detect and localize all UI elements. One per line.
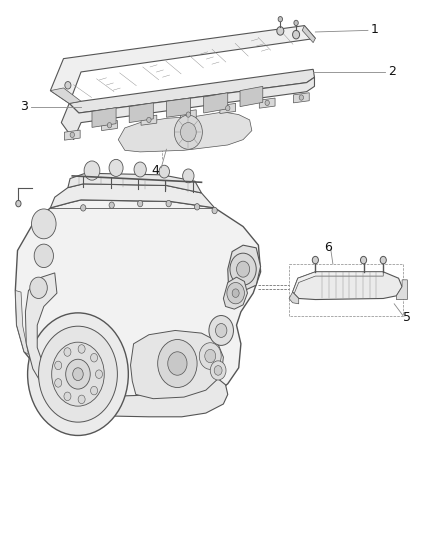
Circle shape <box>158 340 197 387</box>
Polygon shape <box>131 330 223 399</box>
Polygon shape <box>204 93 228 113</box>
Circle shape <box>166 200 171 207</box>
Text: 5: 5 <box>403 311 411 324</box>
Circle shape <box>277 27 284 35</box>
Circle shape <box>174 115 202 149</box>
Polygon shape <box>15 290 28 354</box>
Polygon shape <box>102 120 117 131</box>
Circle shape <box>34 244 53 268</box>
Circle shape <box>380 256 386 264</box>
Polygon shape <box>223 277 247 309</box>
Polygon shape <box>302 26 315 43</box>
Polygon shape <box>15 200 261 408</box>
Polygon shape <box>240 86 263 107</box>
Polygon shape <box>50 26 315 103</box>
Polygon shape <box>118 112 252 152</box>
Circle shape <box>70 132 74 138</box>
Circle shape <box>81 205 86 211</box>
Circle shape <box>91 386 98 395</box>
Circle shape <box>226 106 230 111</box>
Circle shape <box>138 200 143 207</box>
Circle shape <box>159 165 170 178</box>
Polygon shape <box>166 98 191 117</box>
Circle shape <box>183 169 194 183</box>
Circle shape <box>78 395 85 403</box>
Polygon shape <box>129 103 153 123</box>
Polygon shape <box>50 88 81 103</box>
Circle shape <box>294 20 298 26</box>
Circle shape <box>360 256 367 264</box>
Circle shape <box>78 345 85 353</box>
Polygon shape <box>289 292 299 304</box>
Circle shape <box>55 378 62 387</box>
Circle shape <box>232 289 239 297</box>
Circle shape <box>107 123 112 128</box>
Circle shape <box>299 95 304 100</box>
Circle shape <box>95 370 102 378</box>
Circle shape <box>199 343 221 369</box>
Circle shape <box>28 313 128 435</box>
Circle shape <box>214 366 222 375</box>
Circle shape <box>186 112 191 117</box>
Circle shape <box>210 361 226 380</box>
Polygon shape <box>50 184 215 208</box>
Polygon shape <box>259 98 275 108</box>
Polygon shape <box>25 273 57 384</box>
Polygon shape <box>44 378 228 417</box>
Circle shape <box>209 316 233 345</box>
Polygon shape <box>69 69 314 113</box>
Polygon shape <box>293 272 383 293</box>
Circle shape <box>278 17 283 22</box>
Polygon shape <box>396 280 407 300</box>
Circle shape <box>194 204 200 210</box>
Text: 6: 6 <box>325 241 332 254</box>
Polygon shape <box>64 130 80 140</box>
Circle shape <box>168 352 187 375</box>
Polygon shape <box>228 245 261 292</box>
Circle shape <box>52 342 104 406</box>
Polygon shape <box>293 93 309 103</box>
Polygon shape <box>293 272 402 300</box>
Circle shape <box>84 161 100 180</box>
Text: 4: 4 <box>152 164 159 177</box>
Circle shape <box>73 368 83 381</box>
Text: 1: 1 <box>371 23 378 36</box>
Circle shape <box>109 202 114 208</box>
Circle shape <box>134 162 146 177</box>
Circle shape <box>147 117 151 123</box>
Text: 2: 2 <box>388 66 396 78</box>
Circle shape <box>39 326 117 422</box>
Circle shape <box>66 359 90 389</box>
Polygon shape <box>68 173 201 193</box>
Circle shape <box>265 100 269 106</box>
Circle shape <box>212 207 217 214</box>
Circle shape <box>55 361 62 370</box>
Circle shape <box>109 159 123 176</box>
Circle shape <box>230 253 256 285</box>
Circle shape <box>237 261 250 277</box>
Text: 3: 3 <box>20 100 28 113</box>
Circle shape <box>64 392 71 401</box>
Polygon shape <box>92 108 116 127</box>
Circle shape <box>293 30 300 39</box>
Circle shape <box>65 82 71 89</box>
Circle shape <box>312 256 318 264</box>
Circle shape <box>30 277 47 298</box>
Circle shape <box>91 353 98 362</box>
Circle shape <box>32 209 56 239</box>
Circle shape <box>205 350 215 362</box>
Polygon shape <box>180 110 196 120</box>
Circle shape <box>215 324 227 337</box>
Circle shape <box>16 200 21 207</box>
Polygon shape <box>61 77 314 140</box>
Polygon shape <box>220 103 236 114</box>
Circle shape <box>64 348 71 356</box>
Polygon shape <box>141 115 157 125</box>
Circle shape <box>180 123 196 142</box>
Circle shape <box>227 282 244 304</box>
